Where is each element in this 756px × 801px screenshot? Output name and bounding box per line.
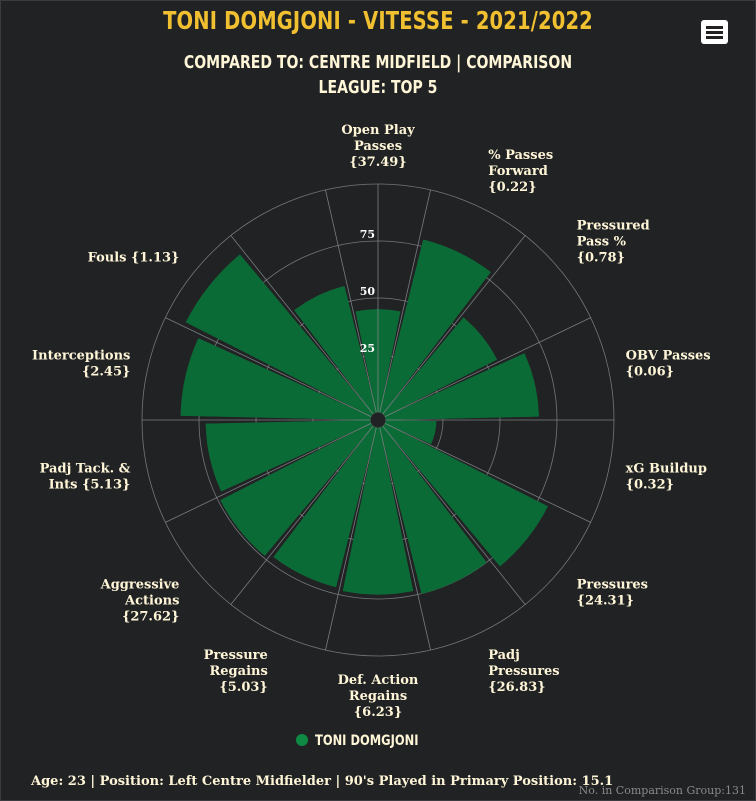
category-label-2: Pressured Pass % {0.78} — [577, 219, 650, 266]
hamburger-menu-icon[interactable] — [701, 20, 728, 44]
category-label-9: Aggressive Actions {27.62} — [100, 577, 180, 624]
grid-spoke — [325, 427, 377, 651]
grid-spoke — [385, 423, 591, 523]
comparison-group-count: No. in Comparison Group:131 — [578, 784, 746, 797]
grid-spoke — [230, 426, 374, 605]
category-label-12: Fouls {1.13} — [88, 251, 180, 266]
category-label-0: Open Play Passes {37.49} — [341, 123, 415, 170]
chart-subtitle-comparison: COMPARED TO: CENTRE MIDFIELD | COMPARISO… — [183, 52, 573, 73]
bar-9 — [220, 423, 374, 557]
grid-spoke — [230, 235, 374, 414]
radial-tick-label: 75 — [360, 228, 375, 241]
chart-subtitle-league: LEAGUE: TOP 5 — [318, 77, 438, 98]
category-label-1: % Passes Forward {0.22} — [488, 148, 553, 195]
category-label-4: xG Buildup {0.32} — [626, 462, 707, 493]
legend-label: TONI DOMGJONI — [315, 733, 418, 749]
menu-line — [706, 26, 723, 29]
category-label-5: Pressures {24.31} — [577, 577, 648, 608]
bar-12 — [185, 254, 374, 417]
grid-spoke — [379, 427, 431, 651]
category-label-8: Pressure Regains {5.03} — [204, 648, 268, 695]
grid-spoke — [382, 426, 526, 605]
bar-1 — [379, 239, 491, 414]
grid-spoke — [165, 423, 371, 523]
grid-spoke — [385, 317, 591, 417]
grid-spoke — [382, 235, 526, 414]
player-info-footer: Age: 23 | Position: Left Centre Midfield… — [31, 774, 614, 789]
chart-title: TONI DOMGJONI - VITESSE - 2021/2022 — [163, 6, 593, 35]
category-label-7: Def. Action Regains {6.23} — [338, 673, 419, 720]
bar-2 — [382, 317, 498, 417]
menu-line — [706, 36, 723, 39]
grid-spoke — [325, 189, 377, 413]
bar-11 — [180, 338, 372, 421]
grid-spoke — [165, 317, 371, 417]
bar-3 — [384, 353, 539, 421]
bar-7 — [342, 427, 414, 595]
category-label-11: Interceptions {2.45} — [32, 348, 130, 379]
category-label-10: Padj Tack. & Ints {5.13} — [40, 462, 131, 493]
bar-10 — [205, 419, 372, 492]
bar-13 — [294, 285, 377, 414]
bar-5 — [382, 423, 548, 567]
grid-spoke — [379, 189, 431, 413]
menu-line — [706, 31, 723, 34]
legend-marker — [296, 734, 308, 746]
radial-tick-label: 25 — [360, 342, 375, 355]
bar-6 — [379, 426, 487, 594]
radial-tick-label: 50 — [360, 285, 376, 298]
category-label-3: OBV Passes {0.06} — [626, 348, 711, 379]
category-label-6: Padj Pressures {26.83} — [488, 648, 559, 695]
bar-4 — [384, 419, 437, 445]
bar-8 — [273, 426, 377, 588]
